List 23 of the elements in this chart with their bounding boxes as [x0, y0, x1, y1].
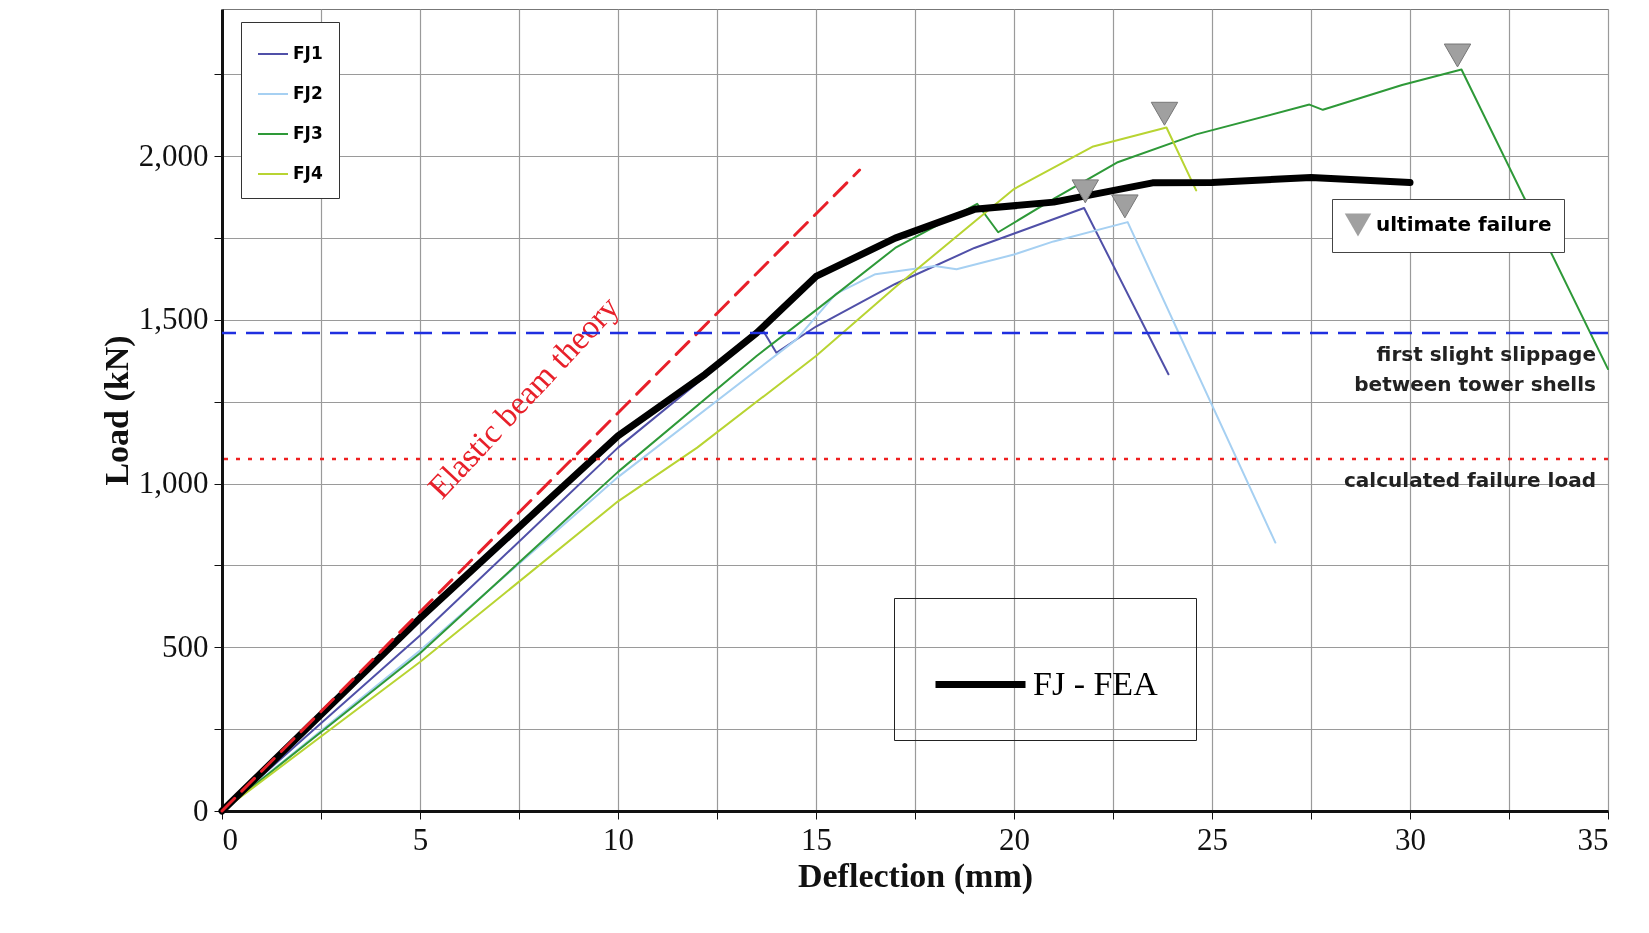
x-tick-label: 20	[999, 821, 1030, 857]
x-tick-label: 0	[222, 821, 238, 857]
x-tick-label: 5	[412, 821, 429, 857]
legend-label: ultimate failure	[1376, 212, 1552, 236]
ref-line-label: first slight slippage between tower shells	[1354, 342, 1596, 397]
legend-label: FJ4	[293, 163, 323, 183]
legend-label: FJ1	[293, 43, 323, 63]
y-axis-title: Load (kN)	[97, 335, 136, 486]
x-tick-label: 10	[603, 821, 634, 857]
x-axis-title: Deflection (mm)	[797, 856, 1034, 895]
x-tick-label: 35	[1577, 821, 1609, 857]
y-tick-label: 2,000	[138, 137, 209, 173]
y-tick-label: 1,000	[138, 465, 209, 501]
y-tick-label: 0	[193, 792, 209, 828]
y-tick-label: 1,500	[138, 301, 209, 337]
y-tick-label: 500	[162, 628, 209, 664]
ref-line-label: calculated failure load	[1343, 468, 1596, 493]
legend-label: FJ2	[293, 83, 323, 103]
legend-label: FJ - FEA	[1033, 664, 1159, 702]
x-tick-label: 15	[801, 821, 832, 857]
legend-label: FJ3	[293, 123, 323, 143]
x-tick-label: 25	[1197, 821, 1228, 857]
x-tick-label: 30	[1395, 821, 1426, 857]
